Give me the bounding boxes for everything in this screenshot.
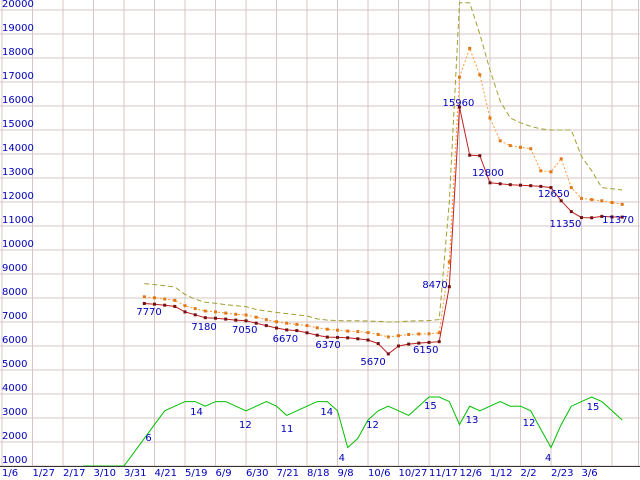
x-axis-label: 5/19 [185, 468, 208, 479]
y-axis-label: 5000 [2, 359, 28, 370]
x-axis-label: 12/6 [459, 468, 482, 479]
x-axis-label: 6/30 [246, 468, 269, 479]
count-annotation: 4 [545, 452, 552, 464]
y-axis-label: 1000 [2, 455, 28, 466]
y-axis-label: 3000 [2, 407, 28, 418]
price-annotation: 11370 [602, 215, 634, 227]
count-annotation: 12 [239, 419, 252, 431]
count-annotation: 15 [586, 402, 600, 413]
y-axis-label: 20000 [2, 0, 34, 10]
count-annotation: 15 [424, 401, 437, 412]
y-axis-label: 11000 [2, 215, 34, 226]
y-axis-label: 7000 [2, 311, 28, 322]
x-axis-label: 6/9 [215, 468, 232, 479]
price-annotation: 15960 [442, 97, 475, 109]
x-axis-label: 7/21 [276, 468, 299, 479]
y-axis-label: 2000 [2, 431, 28, 442]
y-axis-label: 17000 [2, 71, 34, 82]
y-axis-label: 6000 [2, 335, 28, 346]
y-axis-label: 12000 [2, 191, 34, 202]
x-axis-label: 1/27 [32, 468, 55, 479]
y-axis-label: 8000 [2, 287, 28, 298]
x-axis-label: 3/6 [581, 468, 598, 479]
price-annotation: 8470 [422, 279, 448, 291]
price-annotation: 7050 [232, 324, 258, 336]
x-axis-label: 1/12 [490, 468, 513, 479]
x-axis-label: 2/17 [63, 468, 86, 479]
y-axis-label: 4000 [2, 383, 28, 394]
y-axis-label: 19000 [2, 23, 34, 34]
x-axis-label: 10/27 [398, 468, 428, 479]
price-annotation: 11350 [549, 218, 582, 230]
y-axis-label: 10000 [2, 239, 34, 250]
price-annotation: 5670 [360, 356, 386, 368]
price-annotation: 12650 [537, 189, 570, 201]
count-annotation: 4 [338, 452, 346, 464]
count-annotation: 14 [190, 406, 203, 418]
x-axis-label: 2/23 [551, 468, 574, 479]
price-annotation: 6150 [413, 345, 439, 357]
count-annotation: 11 [280, 424, 294, 436]
count-annotation: 12 [366, 419, 379, 431]
series-average [142, 46, 624, 339]
price-annotation: 7180 [191, 321, 217, 333]
y-axis-label: 13000 [2, 167, 34, 178]
x-axis-label: 3/10 [93, 468, 116, 479]
y-axis-label: 14000 [2, 143, 34, 154]
price-annotation: 7770 [136, 306, 162, 318]
x-axis-label: 11/17 [429, 468, 458, 479]
price-annotation: 6370 [315, 340, 341, 352]
x-axis-label: 3/31 [124, 468, 147, 479]
x-axis-label: 1/6 [2, 468, 19, 479]
x-axis-label: 9/8 [337, 468, 354, 479]
y-axis-label: 16000 [2, 95, 34, 106]
y-axis-label: 15000 [2, 119, 34, 130]
price-annotation: 6670 [272, 333, 299, 345]
x-axis-label: 8/18 [307, 468, 330, 479]
x-axis-label: 10/6 [368, 468, 391, 479]
series-stores [83, 396, 623, 466]
count-annotation: 6 [145, 433, 152, 445]
y-axis-label: 18000 [2, 47, 34, 58]
count-annotation: 12 [522, 417, 536, 429]
grid-layer [0, 0, 640, 467]
x-axis-label: 4/21 [154, 468, 177, 479]
series-lowest [142, 105, 624, 356]
series-highest [144, 2, 623, 323]
count-annotation: 13 [465, 415, 479, 427]
count-annotation: 14 [320, 406, 334, 418]
price-annotation: 12800 [472, 167, 504, 179]
y-axis-label: 9000 [2, 263, 28, 274]
x-axis-label: 2/2 [520, 468, 537, 479]
